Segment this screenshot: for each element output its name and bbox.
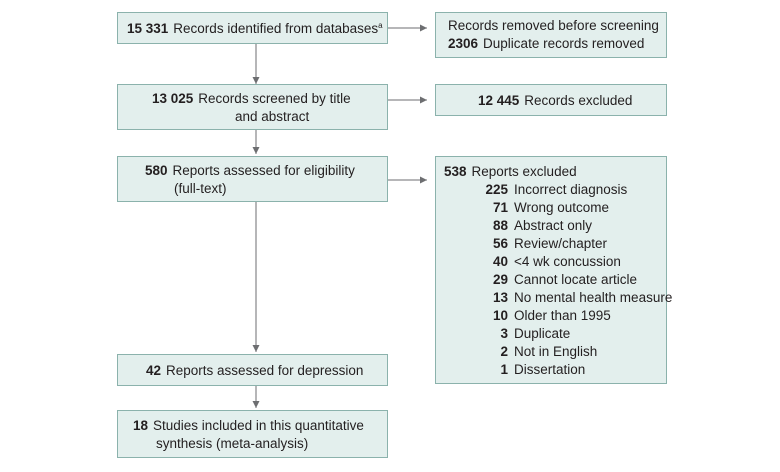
exclusion-reason: 29 Cannot locate article <box>492 272 638 287</box>
footnote-marker: a <box>378 21 383 30</box>
exclusion-reason: 71 Wrong outcome <box>492 200 610 215</box>
exclusion-reason: 3 Duplicate <box>500 326 571 341</box>
studies-included-label-line2: synthesis (meta-analysis) <box>156 436 309 451</box>
duplicates-removed-label: Duplicate records removed <box>483 36 645 51</box>
exclusion-reason: 40 <4 wk concussion <box>492 254 621 269</box>
exclusion-reason: 1 Dissertation <box>500 362 586 377</box>
reports-excluded-count: 538 <box>444 164 467 179</box>
eligibility-count: 580 <box>145 163 168 178</box>
records-removed-title: Records removed before screening <box>448 18 659 33</box>
studies-included-label-line1: Studies included in this quantitative <box>153 418 364 433</box>
records-screened-label-line1: Records screened by title <box>198 91 351 106</box>
exclusion-reason: 2 Not in English <box>500 344 598 359</box>
exclusion-reasons-list: 225 Incorrect diagnosis 71 Wrong outcome 8… <box>444 181 673 379</box>
records-identified-label: Records identified from databasesa <box>173 21 383 36</box>
studies-included-box: 18 Studies included in this quantitative… <box>117 410 388 458</box>
depression-count: 42 <box>146 363 162 378</box>
studies-included-count: 18 <box>133 418 149 433</box>
records-screened-box: 13 025 Records screened by title and abs… <box>117 84 388 130</box>
records-identified-box: 15 331 Records identified from databases… <box>117 12 388 44</box>
records-excluded-count: 12 445 <box>478 93 520 108</box>
exclusion-reason: 13 No mental health measure <box>492 290 673 305</box>
records-identified-count: 15 331 <box>127 21 169 36</box>
records-excluded-box: 12 445 Records excluded <box>435 84 667 116</box>
eligibility-label-line1: Reports assessed for eligibility <box>172 163 355 178</box>
eligibility-label-line2: (full-text) <box>174 181 227 196</box>
reports-excluded-header: 538 Reports excluded <box>444 163 666 181</box>
records-excluded-label: Records excluded <box>524 93 633 108</box>
duplicates-removed-count: 2306 <box>448 36 479 51</box>
exclusion-reason: 88 Abstract only <box>492 218 593 233</box>
depression-label: Reports assessed for depression <box>166 363 364 378</box>
records-screened-label-line2: and abstract <box>235 109 310 124</box>
exclusion-reason: 225 Incorrect diagnosis <box>485 182 628 197</box>
reports-excluded-label: Reports excluded <box>471 164 577 179</box>
exclusion-reason: 10 Older than 1995 <box>492 308 611 323</box>
records-screened-count: 13 025 <box>152 91 194 106</box>
records-removed-box: Records removed before screening 2306 Du… <box>435 12 667 58</box>
depression-box: 42 Reports assessed for depression <box>117 354 388 386</box>
reports-excluded-box: 538 Reports excluded 225 Incorrect diagno… <box>435 156 673 384</box>
exclusion-reason: 56 Review/chapter <box>492 236 608 251</box>
eligibility-box: 580 Reports assessed for eligibility (fu… <box>117 156 388 202</box>
